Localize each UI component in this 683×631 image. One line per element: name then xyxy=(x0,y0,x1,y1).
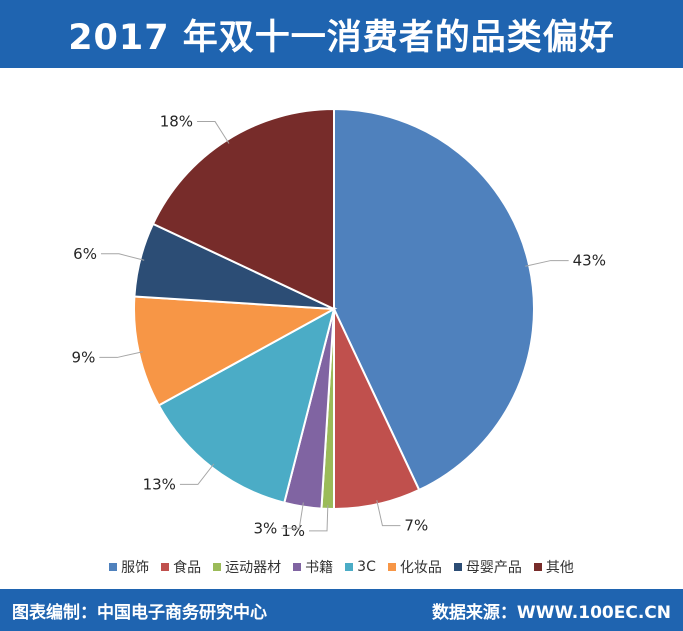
pie-chart: 43% 7% 1%3% 13% 9% 6% 18% xyxy=(72,107,606,540)
legend-item-6: 母婴产品 xyxy=(453,557,522,577)
page-title: 2017 年双十一消费者的品类偏好 xyxy=(68,17,615,58)
legend-swatch-6 xyxy=(453,563,462,571)
leader-line-0 xyxy=(525,260,569,267)
data-label-7: 18% xyxy=(160,113,193,131)
data-label-4: 13% xyxy=(143,475,176,493)
legend-label-6: 母婴产品 xyxy=(465,560,522,576)
legend-item-0: 服饰 xyxy=(109,557,149,577)
footer-credit: 图表编制：中国电子商务研究中心 xyxy=(12,602,267,623)
legend-label-3: 书籍 xyxy=(305,560,334,576)
data-label-2: 1% xyxy=(281,522,305,540)
legend-label-4: 3C xyxy=(357,559,376,575)
data-label-6: 6% xyxy=(73,245,97,263)
data-label-1: 7% xyxy=(404,517,428,535)
legend-item-1: 食品 xyxy=(161,557,201,577)
leader-line-1 xyxy=(376,500,401,527)
legend-label-0: 服饰 xyxy=(121,560,150,576)
legend-swatch-4 xyxy=(345,563,354,571)
data-label-0: 43% xyxy=(573,252,606,270)
leader-line-4 xyxy=(179,463,215,485)
header-banner: 2017 年双十一消费者的品类偏好 xyxy=(0,0,683,68)
leader-line-7 xyxy=(197,121,230,144)
data-label-5: 9% xyxy=(72,348,96,366)
legend-item-4: 3C xyxy=(345,559,376,575)
legend-swatch-2 xyxy=(213,563,222,571)
legend-swatch-0 xyxy=(109,563,118,571)
legend-swatch-1 xyxy=(161,563,170,571)
legend-item-7: 其他 xyxy=(533,557,574,577)
legend-label-2: 运动器材 xyxy=(225,560,282,576)
legend-label-1: 食品 xyxy=(173,560,202,576)
legend-label-5: 化妆品 xyxy=(399,560,442,576)
leader-line-3 xyxy=(281,502,304,529)
chart-legend: 服饰 食品 运动器材 书籍 3C 化妆品 母婴产品 其他 xyxy=(0,556,683,578)
legend-swatch-7 xyxy=(533,563,542,571)
leader-line-5 xyxy=(99,351,143,358)
legend-swatch-5 xyxy=(387,563,396,571)
legend-label-7: 其他 xyxy=(545,560,574,576)
footer-banner: 图表编制：中国电子商务研究中心 数据来源：WWW.100EC.CN xyxy=(0,589,683,631)
leader-line-6 xyxy=(100,253,145,261)
legend-item-3: 书籍 xyxy=(293,557,333,577)
chart-area: 43% 7% 1% 3% 13% 9% 6% 18% xyxy=(0,68,683,588)
leader-line-2 xyxy=(309,504,329,532)
footer-source: 数据来源：WWW.100EC.CN xyxy=(431,602,671,623)
data-label-3: 3% xyxy=(253,519,277,537)
legend-item-5: 化妆品 xyxy=(387,557,442,577)
legend-item-2: 运动器材 xyxy=(213,557,281,577)
legend-swatch-3 xyxy=(293,563,302,571)
